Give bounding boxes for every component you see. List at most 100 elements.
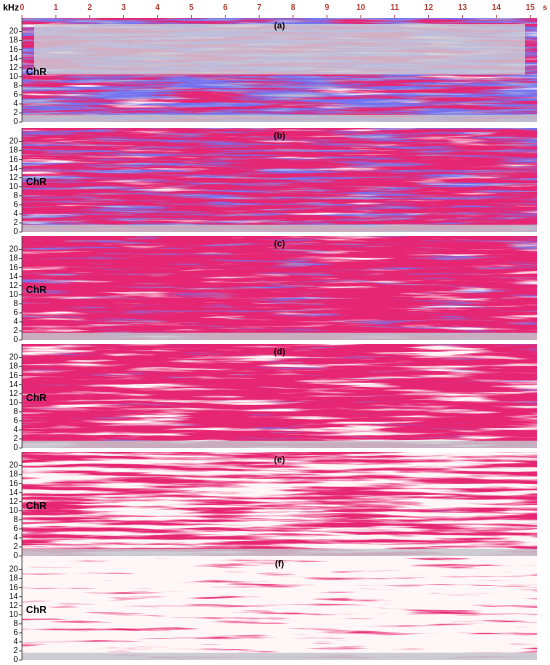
- x-tick-label: 13: [458, 3, 467, 12]
- x-tick-label: 1: [54, 3, 59, 12]
- x-tick-label: 7: [257, 3, 262, 12]
- annotation: ChR: [26, 285, 47, 296]
- y-tick-label: 12: [9, 281, 18, 290]
- y-tick-label: 12: [9, 389, 18, 398]
- y-tick-label: 20: [9, 245, 18, 254]
- y-tick-label: 16: [9, 479, 18, 488]
- spectrogram-panel: [22, 128, 537, 232]
- x-tick-label: 12: [424, 3, 433, 12]
- y-tick-label: 4: [14, 425, 19, 434]
- y-tick-label: 10: [9, 182, 18, 191]
- y-tick-label: 10: [9, 506, 18, 515]
- y-tick-label: 8: [14, 619, 19, 628]
- panel-label: (e): [274, 454, 285, 464]
- y-tick-label: 8: [14, 81, 19, 90]
- y-tick-label: 6: [14, 524, 19, 533]
- y-tick-label: 18: [9, 574, 18, 583]
- spectrogram-panel: [22, 344, 537, 448]
- x-tick-label: 15: [526, 3, 535, 12]
- y-tick-label: 2: [14, 646, 19, 655]
- y-tick-label: 18: [9, 146, 18, 155]
- y-tick-label: 8: [14, 515, 19, 524]
- y-tick-label: 18: [9, 362, 18, 371]
- spectrogram-panel: [22, 18, 537, 122]
- y-tick-label: 20: [9, 27, 18, 36]
- annotation: ChR: [26, 393, 47, 404]
- y-tick-label: 16: [9, 263, 18, 272]
- x-tick-label: 3: [121, 3, 126, 12]
- panel-label: (d): [274, 346, 286, 356]
- spectrogram-layer: [22, 452, 537, 556]
- y-tick-label: 10: [9, 290, 18, 299]
- x-tick-label: 0: [20, 3, 25, 12]
- panel-label: (c): [274, 238, 285, 248]
- panel-label: (f): [275, 558, 284, 568]
- spectrogram-panel: [22, 556, 537, 660]
- y-tick-label: 16: [9, 155, 18, 164]
- x-tick-label: 10: [356, 3, 365, 12]
- low-band: [22, 548, 537, 556]
- y-tick-label: 2: [14, 108, 19, 117]
- x-tick-label: 14: [492, 3, 501, 12]
- low-band: [22, 224, 537, 232]
- y-tick-label: 14: [9, 592, 18, 601]
- y-tick-label: 12: [9, 63, 18, 72]
- annotation: ChR: [26, 177, 47, 188]
- y-tick-label: 10: [9, 398, 18, 407]
- x-tick-label: 4: [155, 3, 160, 12]
- low-band: [22, 440, 537, 448]
- y-tick-label: 2: [14, 542, 19, 551]
- quiet-region: [34, 24, 525, 75]
- y-tick-label: 20: [9, 461, 18, 470]
- y-tick-label: 6: [14, 416, 19, 425]
- low-band: [22, 652, 537, 660]
- y-tick-label: 12: [9, 601, 18, 610]
- x-tick-label: 11: [390, 3, 399, 12]
- y-tick-label: 10: [9, 610, 18, 619]
- y-tick-label: 16: [9, 371, 18, 380]
- spectrogram-layer: [22, 344, 537, 448]
- y-tick-label: 16: [9, 583, 18, 592]
- y-tick-label: 14: [9, 54, 18, 63]
- y-tick-label: 2: [14, 326, 19, 335]
- y-tick-label: 0: [14, 227, 19, 236]
- y-tick-label: 20: [9, 565, 18, 574]
- y-tick-label: 8: [14, 299, 19, 308]
- y-tick-label: 18: [9, 470, 18, 479]
- y-tick-label: 0: [14, 335, 19, 344]
- y-tick-label: 14: [9, 164, 18, 173]
- y-tick-label: 12: [9, 173, 18, 182]
- y-tick-label: 6: [14, 308, 19, 317]
- annotation: ChR: [26, 501, 47, 512]
- panel-label: (a): [274, 20, 285, 30]
- y-tick-label: 4: [14, 99, 19, 108]
- y-tick-label: 8: [14, 407, 19, 416]
- spectrogram-layer: [22, 128, 537, 232]
- spectrogram-layer: [22, 236, 537, 340]
- y-axis-label: kHz: [3, 2, 20, 12]
- y-tick-label: 4: [14, 637, 19, 646]
- y-tick-label: 4: [14, 533, 19, 542]
- x-tick-label: 5: [189, 3, 194, 12]
- y-tick-label: 12: [9, 497, 18, 506]
- y-tick-label: 2: [14, 434, 19, 443]
- y-tick-label: 20: [9, 137, 18, 146]
- y-tick-label: 4: [14, 317, 19, 326]
- x-tick-label: 9: [325, 3, 330, 12]
- annotation: ChR: [26, 605, 47, 616]
- y-tick-label: 6: [14, 90, 19, 99]
- y-tick-label: 14: [9, 488, 18, 497]
- y-tick-label: 6: [14, 628, 19, 637]
- spectrogram-panel: [22, 452, 537, 556]
- annotation: ChR: [26, 67, 47, 78]
- spectrogram-layer: [22, 556, 537, 660]
- y-tick-label: 20: [9, 353, 18, 362]
- x-unit: s: [543, 3, 548, 12]
- y-tick-label: 18: [9, 254, 18, 263]
- x-tick-label: 8: [291, 3, 296, 12]
- y-tick-label: 0: [14, 655, 19, 664]
- y-tick-label: 16: [9, 45, 18, 54]
- low-band: [22, 332, 537, 340]
- y-tick-label: 0: [14, 117, 19, 126]
